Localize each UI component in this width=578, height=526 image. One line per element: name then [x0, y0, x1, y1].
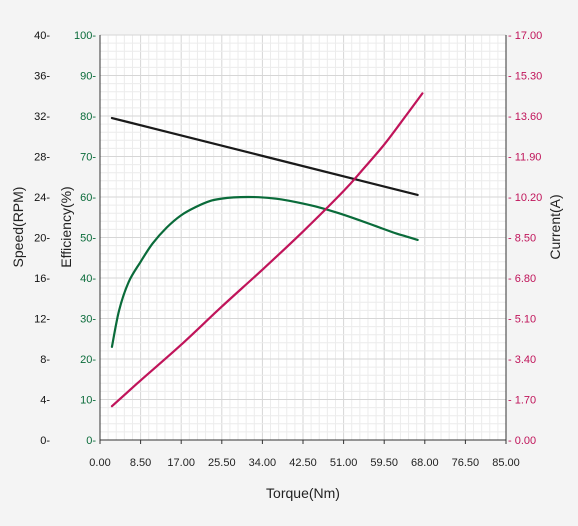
current-tick-label: - 13.60 — [508, 111, 542, 123]
current-tick-label: - 8.50 — [508, 233, 536, 245]
current-tick-label: - 11.90 — [508, 152, 541, 164]
speed-tick-label: 28- — [34, 152, 50, 164]
speed-tick-label: 8- — [40, 354, 50, 366]
x-tick-label: 59.50 — [370, 457, 398, 469]
x-tick-label: 42.50 — [289, 457, 317, 469]
efficiency-tick-label: 100- — [74, 30, 96, 42]
speed-tick-label: 40- — [34, 30, 50, 42]
grid — [99, 34, 507, 441]
current-tick-label: - 17.00 — [508, 30, 542, 42]
current-tick-label: - 0.00 — [508, 435, 536, 447]
current-axis-title: Current(A) — [547, 194, 563, 259]
speed-tick-label: 32- — [34, 111, 50, 123]
series-group — [110, 92, 424, 408]
efficiency-tick-label: 20- — [80, 354, 96, 366]
speed-tick-label: 36- — [34, 71, 50, 83]
efficiency-tick-label: 0- — [86, 435, 96, 447]
efficiency-tick-label: 90- — [80, 71, 96, 83]
efficiency-axis-title: Efficiency(%) — [58, 186, 74, 267]
current-tick-label: - 6.80 — [508, 273, 536, 285]
x-tick-label: 0.00 — [89, 457, 110, 469]
current-tick-label: - 10.20 — [508, 192, 542, 204]
current-tick-label: - 1.70 — [508, 395, 536, 407]
efficiency-tick-label: 70- — [80, 152, 96, 164]
x-axis-title: Torque(Nm) — [266, 485, 340, 501]
current-tick-label: - 15.30 — [508, 71, 542, 83]
speed-tick-label: 12- — [34, 314, 50, 326]
speed-tick-label: 20- — [34, 233, 50, 245]
x-tick-label: 76.50 — [452, 457, 480, 469]
speed-tick-label: 16- — [34, 273, 50, 285]
current-tick-label: - 3.40 — [508, 354, 536, 366]
efficiency-tick-label: 50- — [80, 233, 96, 245]
efficiency-tick-label: 80- — [80, 111, 96, 123]
speed-tick-label: 0- — [40, 435, 50, 447]
x-tick-label: 51.00 — [330, 457, 358, 469]
x-tick-label: 25.50 — [208, 457, 236, 469]
efficiency-tick-label: 40- — [80, 273, 96, 285]
efficiency-tick-label: 30- — [80, 314, 96, 326]
x-tick-label: 85.00 — [492, 457, 520, 469]
speed-tick-label: 24- — [34, 192, 50, 204]
x-tick-label: 68.00 — [411, 457, 439, 469]
x-tick-label: 34.00 — [249, 457, 277, 469]
efficiency-tick-label: 60- — [80, 192, 96, 204]
x-tick-label: 17.00 — [167, 457, 195, 469]
speed-axis-title: Speed(RPM) — [10, 187, 26, 268]
x-tick-label: 8.50 — [130, 457, 151, 469]
speed-tick-label: 4- — [40, 395, 50, 407]
efficiency-tick-label: 10- — [80, 395, 96, 407]
current-tick-label: - 5.10 — [508, 314, 536, 326]
current-curve — [110, 92, 424, 408]
tick-labels: 0.00 8.50 17.00 25.50 34.00 42.50 51.00 59.50 68… — [34, 30, 542, 469]
speed-curve — [110, 116, 419, 197]
efficiency-curve — [110, 195, 419, 348]
